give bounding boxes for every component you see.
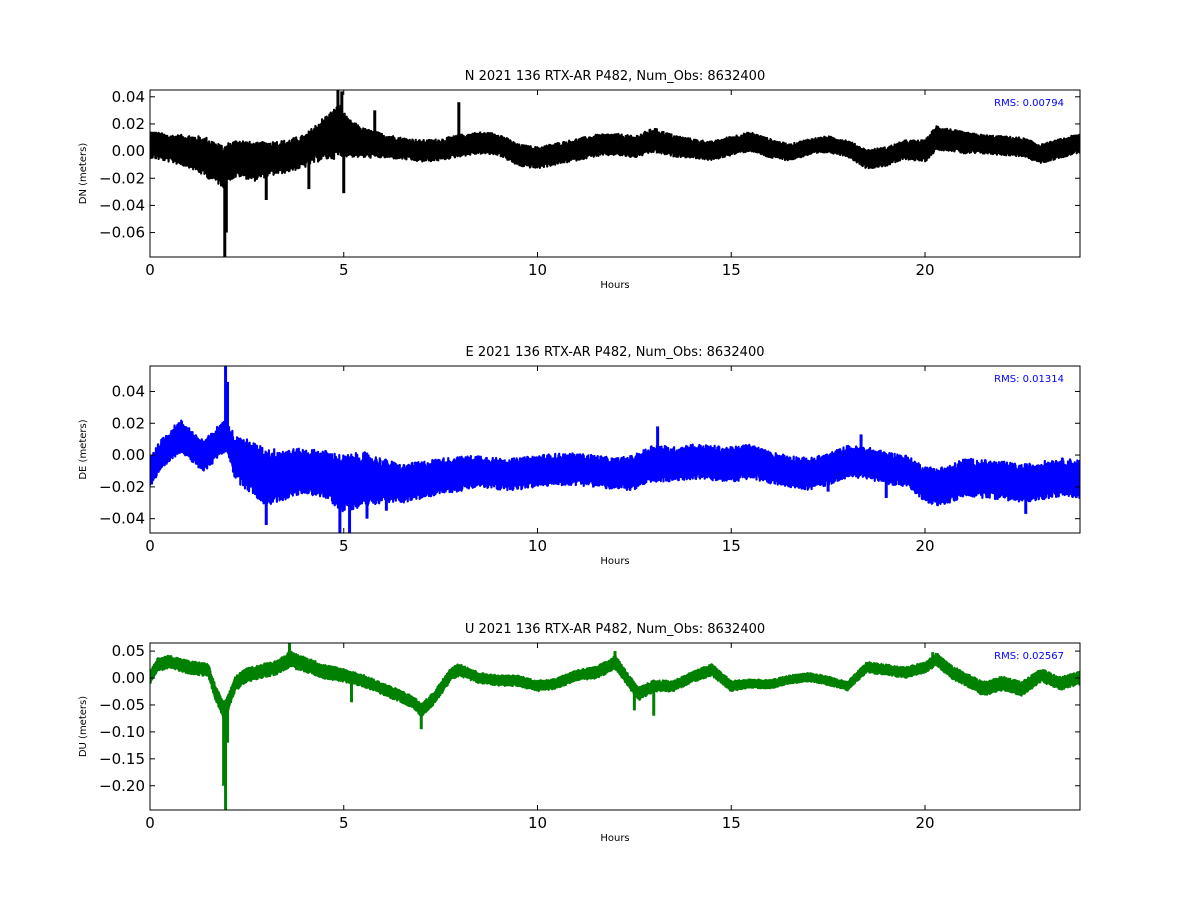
- y-tick-label: 0.02: [112, 414, 145, 432]
- x-tick-label: 10: [528, 537, 547, 555]
- y-tick-label: 0.00: [112, 446, 145, 464]
- series-line: [150, 104, 1080, 189]
- x-tick-label: 5: [339, 537, 349, 555]
- series-group: [150, 643, 1080, 810]
- plot-frame: [149, 365, 1081, 534]
- x-tick-label: 5: [339, 814, 349, 832]
- y-tick-label: −0.02: [99, 478, 145, 496]
- x-tick-label: 10: [528, 261, 547, 279]
- y-tick-label: 0.02: [112, 115, 145, 133]
- y-tick-label: 0.04: [112, 88, 145, 106]
- y-axis-label: DU (meters): [78, 696, 89, 757]
- x-axis-label: Hours: [600, 556, 629, 567]
- series-group: [150, 366, 1080, 533]
- x-tick-label: 20: [915, 261, 934, 279]
- x-tick-label: 10: [528, 814, 547, 832]
- chart-title: U 2021 136 RTX-AR P482, Num_Obs: 8632400: [465, 622, 765, 637]
- x-tick-label: 0: [145, 537, 155, 555]
- y-tick-label: 0.05: [112, 642, 145, 660]
- chart-title: N 2021 136 RTX-AR P482, Num_Obs: 8632400: [465, 69, 765, 84]
- x-tick-label: 15: [722, 537, 741, 555]
- y-axis-label: DE (meters): [78, 419, 89, 479]
- y-tick-label: −0.10: [99, 723, 145, 741]
- x-tick-label: 0: [145, 814, 155, 832]
- rms-annotation: RMS: 0.02567: [994, 651, 1064, 662]
- panel-1: N 2021 136 RTX-AR P482, Num_Obs: 8632400…: [78, 69, 1081, 291]
- y-tick-label: 0.04: [112, 382, 145, 400]
- series-line: [150, 419, 1080, 513]
- y-tick-label: −0.20: [99, 777, 145, 795]
- y-tick-label: −0.15: [99, 750, 145, 768]
- y-tick-label: −0.04: [99, 196, 145, 214]
- y-tick-label: −0.04: [99, 510, 145, 528]
- y-tick-label: −0.02: [99, 169, 145, 187]
- y-axis-label: DN (meters): [78, 143, 89, 205]
- x-tick-label: 0: [145, 261, 155, 279]
- x-axis-label: Hours: [600, 833, 629, 844]
- y-tick-label: −0.05: [99, 696, 145, 714]
- x-tick-label: 20: [915, 537, 934, 555]
- panel-3: U 2021 136 RTX-AR P482, Num_Obs: 8632400…: [78, 622, 1081, 844]
- x-axis-label: Hours: [600, 280, 629, 291]
- series-group: [150, 90, 1080, 257]
- plot-frame: [149, 89, 1081, 258]
- x-tick-label: 15: [722, 814, 741, 832]
- y-tick-label: 0.00: [112, 142, 145, 160]
- rms-annotation: RMS: 0.01314: [994, 374, 1064, 385]
- x-tick-label: 15: [722, 261, 741, 279]
- x-tick-label: 20: [915, 814, 934, 832]
- plot-frame: [149, 642, 1081, 811]
- chart-title: E 2021 136 RTX-AR P482, Num_Obs: 8632400: [466, 345, 765, 360]
- y-tick-label: −0.06: [99, 224, 145, 242]
- panel-2: E 2021 136 RTX-AR P482, Num_Obs: 8632400…: [78, 345, 1081, 567]
- x-tick-label: 5: [339, 261, 349, 279]
- y-tick-label: 0.00: [112, 669, 145, 687]
- rms-annotation: RMS: 0.00794: [994, 98, 1064, 109]
